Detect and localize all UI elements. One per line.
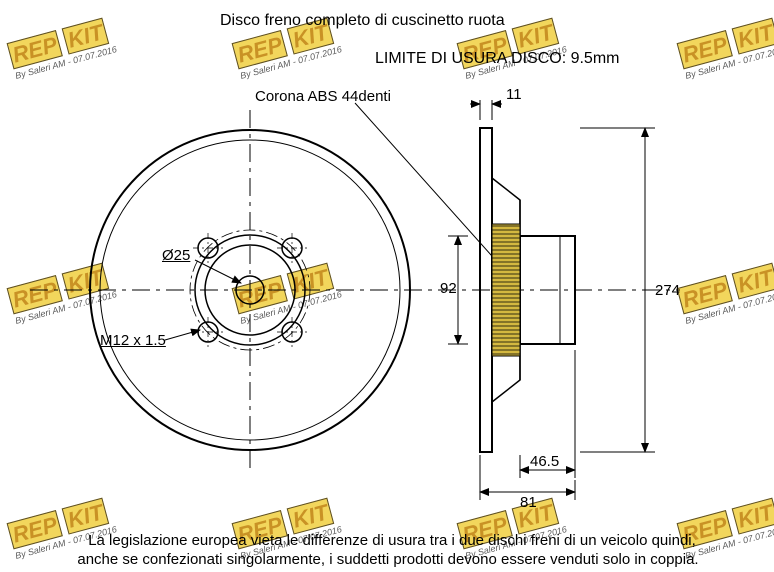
footer-line-2: anche se confezionati singolarmente, i s…: [8, 551, 768, 568]
wear-limit: LIMITE DI USURA DISCO: 9.5mm: [375, 50, 619, 68]
title: Disco freno completo di cuscinetto ruota: [220, 12, 505, 30]
dim-outer-d: 274: [655, 282, 680, 299]
dim-hole-dia: Ø25: [162, 247, 190, 264]
dim-hub-off: 46.5: [530, 453, 559, 470]
abs-label: Corona ABS 44denti: [255, 88, 391, 105]
dim-hub-h: 92: [440, 280, 457, 297]
dim-total-w: 81: [520, 494, 537, 511]
dim-hub-w: 11: [506, 86, 522, 103]
dim-thread: M12 x 1.5: [100, 332, 166, 349]
footer-line-1: La legislazione europea vieta le differe…: [22, 532, 762, 549]
